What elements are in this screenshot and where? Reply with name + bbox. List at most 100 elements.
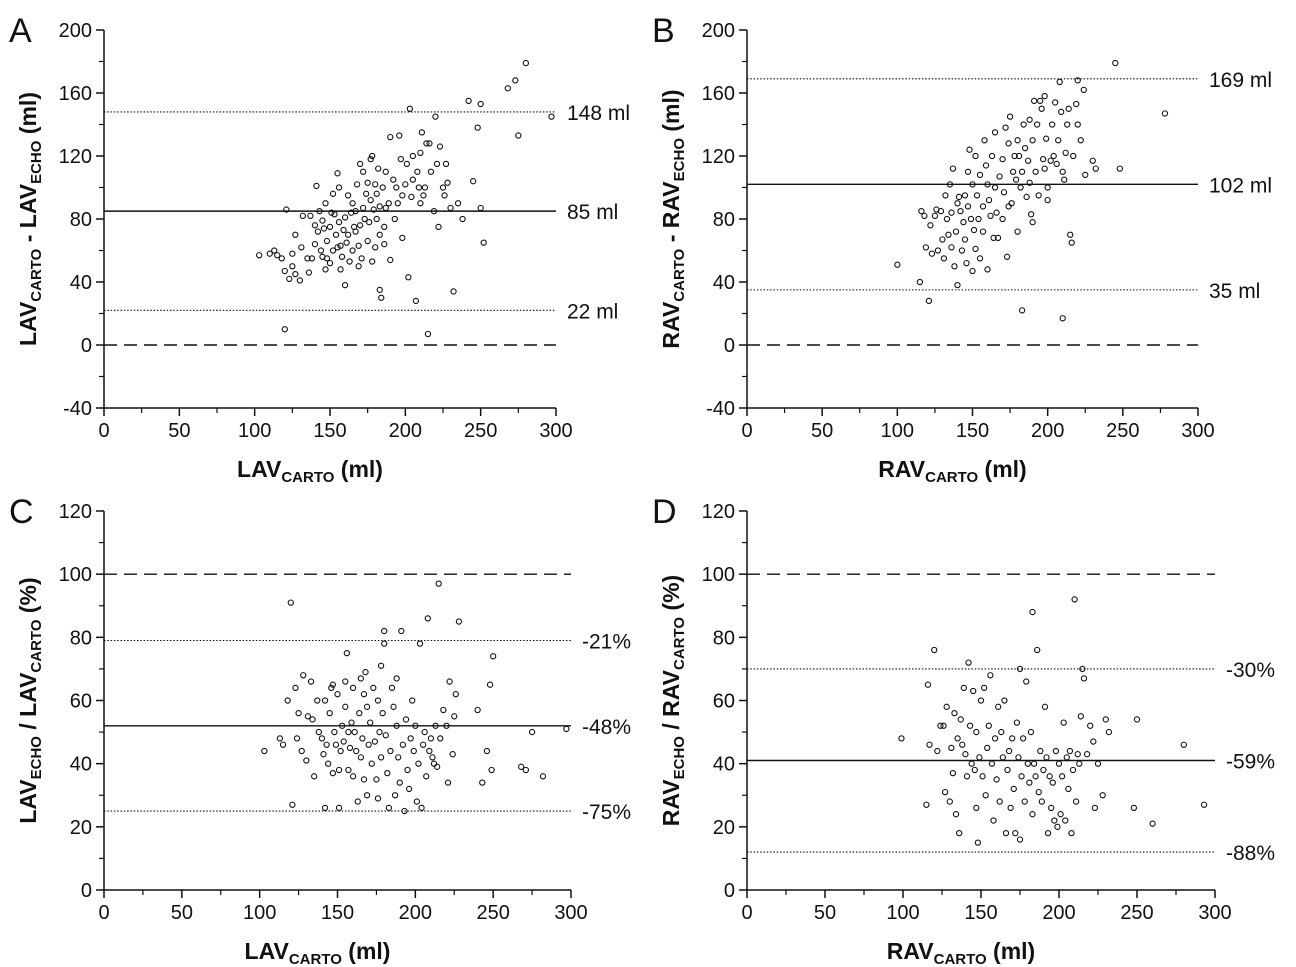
data-point bbox=[437, 735, 444, 742]
reference-line-label: 169 ml bbox=[1209, 69, 1272, 92]
data-point bbox=[384, 769, 391, 777]
data-point bbox=[1034, 646, 1041, 654]
data-point bbox=[946, 798, 953, 805]
y-tick-label: 60 bbox=[713, 691, 735, 713]
data-point bbox=[439, 184, 447, 191]
x-tick-label: 50 bbox=[168, 420, 190, 442]
data-point bbox=[452, 691, 459, 698]
data-point bbox=[372, 181, 379, 188]
data-point bbox=[972, 245, 979, 253]
x-tick-label: 300 bbox=[539, 420, 572, 442]
x-tick-label: 100 bbox=[243, 902, 276, 924]
data-point bbox=[418, 129, 426, 136]
data-point bbox=[314, 228, 322, 235]
data-point bbox=[1029, 218, 1036, 226]
y-tick-label: 60 bbox=[70, 691, 92, 713]
data-point bbox=[994, 234, 1002, 242]
data-point bbox=[948, 244, 955, 251]
reference-line-label: -75% bbox=[582, 801, 631, 824]
data-point bbox=[349, 684, 357, 692]
data-point bbox=[955, 193, 963, 201]
data-point bbox=[393, 184, 400, 191]
data-point bbox=[488, 766, 495, 774]
data-point bbox=[952, 228, 960, 235]
x-tick-label: 250 bbox=[1120, 902, 1153, 924]
data-point bbox=[973, 192, 981, 199]
data-point bbox=[1074, 77, 1081, 84]
y-tick-label: 0 bbox=[724, 335, 735, 357]
data-point bbox=[998, 728, 1005, 736]
data-point bbox=[329, 681, 336, 688]
data-point bbox=[1083, 751, 1091, 758]
panel-label: D bbox=[652, 493, 677, 531]
data-point bbox=[1074, 121, 1081, 128]
data-point bbox=[421, 728, 428, 736]
data-point bbox=[991, 184, 999, 191]
data-point bbox=[984, 744, 991, 752]
y-tick-label: 160 bbox=[59, 83, 92, 105]
data-point bbox=[1065, 105, 1072, 112]
data-point bbox=[271, 247, 278, 254]
data-point bbox=[450, 288, 457, 295]
data-point bbox=[1012, 830, 1019, 837]
data-point bbox=[966, 146, 973, 153]
data-point bbox=[357, 675, 364, 682]
data-point bbox=[420, 192, 427, 199]
data-point bbox=[1030, 760, 1038, 767]
data-point bbox=[416, 640, 424, 647]
data-point bbox=[319, 217, 326, 224]
data-point bbox=[299, 212, 307, 219]
data-point bbox=[1016, 836, 1024, 843]
data-point bbox=[945, 231, 952, 238]
y-tick-label: 100 bbox=[702, 564, 735, 586]
data-point bbox=[382, 168, 389, 175]
data-point bbox=[477, 204, 484, 212]
data-point bbox=[356, 160, 364, 168]
data-point bbox=[310, 773, 318, 780]
data-point bbox=[1059, 168, 1066, 175]
data-point bbox=[1021, 798, 1028, 805]
data-point bbox=[969, 181, 976, 188]
y-tick-label: 80 bbox=[70, 209, 92, 231]
data-point bbox=[1079, 665, 1086, 673]
data-point bbox=[379, 184, 386, 191]
data-point bbox=[964, 168, 972, 175]
data-point bbox=[1020, 121, 1027, 128]
x-tick-label: 0 bbox=[98, 902, 109, 924]
data-point bbox=[373, 215, 380, 223]
data-point bbox=[311, 241, 319, 248]
data-point bbox=[1060, 719, 1067, 726]
data-point bbox=[1087, 722, 1094, 729]
reference-line-label: -48% bbox=[582, 716, 631, 739]
y-tick-label: 0 bbox=[81, 335, 92, 357]
data-point bbox=[334, 244, 341, 251]
data-point bbox=[931, 212, 939, 219]
data-point bbox=[376, 286, 383, 294]
data-point bbox=[433, 160, 441, 168]
data-point bbox=[323, 741, 330, 748]
data-point bbox=[326, 223, 334, 231]
data-point bbox=[990, 234, 997, 242]
data-point bbox=[988, 760, 996, 767]
data-point bbox=[381, 223, 388, 231]
data-point bbox=[1116, 165, 1123, 172]
data-point bbox=[339, 722, 346, 729]
data-point bbox=[1044, 830, 1052, 837]
x-tick-label: 200 bbox=[389, 420, 422, 442]
data-point bbox=[1064, 121, 1071, 128]
data-point bbox=[393, 675, 400, 682]
data-point bbox=[377, 754, 385, 761]
data-point bbox=[444, 779, 452, 786]
data-point bbox=[1024, 157, 1032, 164]
data-point bbox=[362, 668, 369, 676]
data-point bbox=[387, 133, 394, 141]
y-tick-label: 40 bbox=[70, 754, 92, 776]
data-point bbox=[1026, 179, 1033, 186]
data-point bbox=[352, 207, 359, 215]
reference-line-label: -21% bbox=[582, 630, 631, 653]
data-point bbox=[314, 697, 321, 704]
data-point bbox=[326, 709, 333, 717]
data-point bbox=[528, 728, 536, 736]
data-point bbox=[1063, 754, 1070, 761]
data-point bbox=[1058, 108, 1065, 116]
